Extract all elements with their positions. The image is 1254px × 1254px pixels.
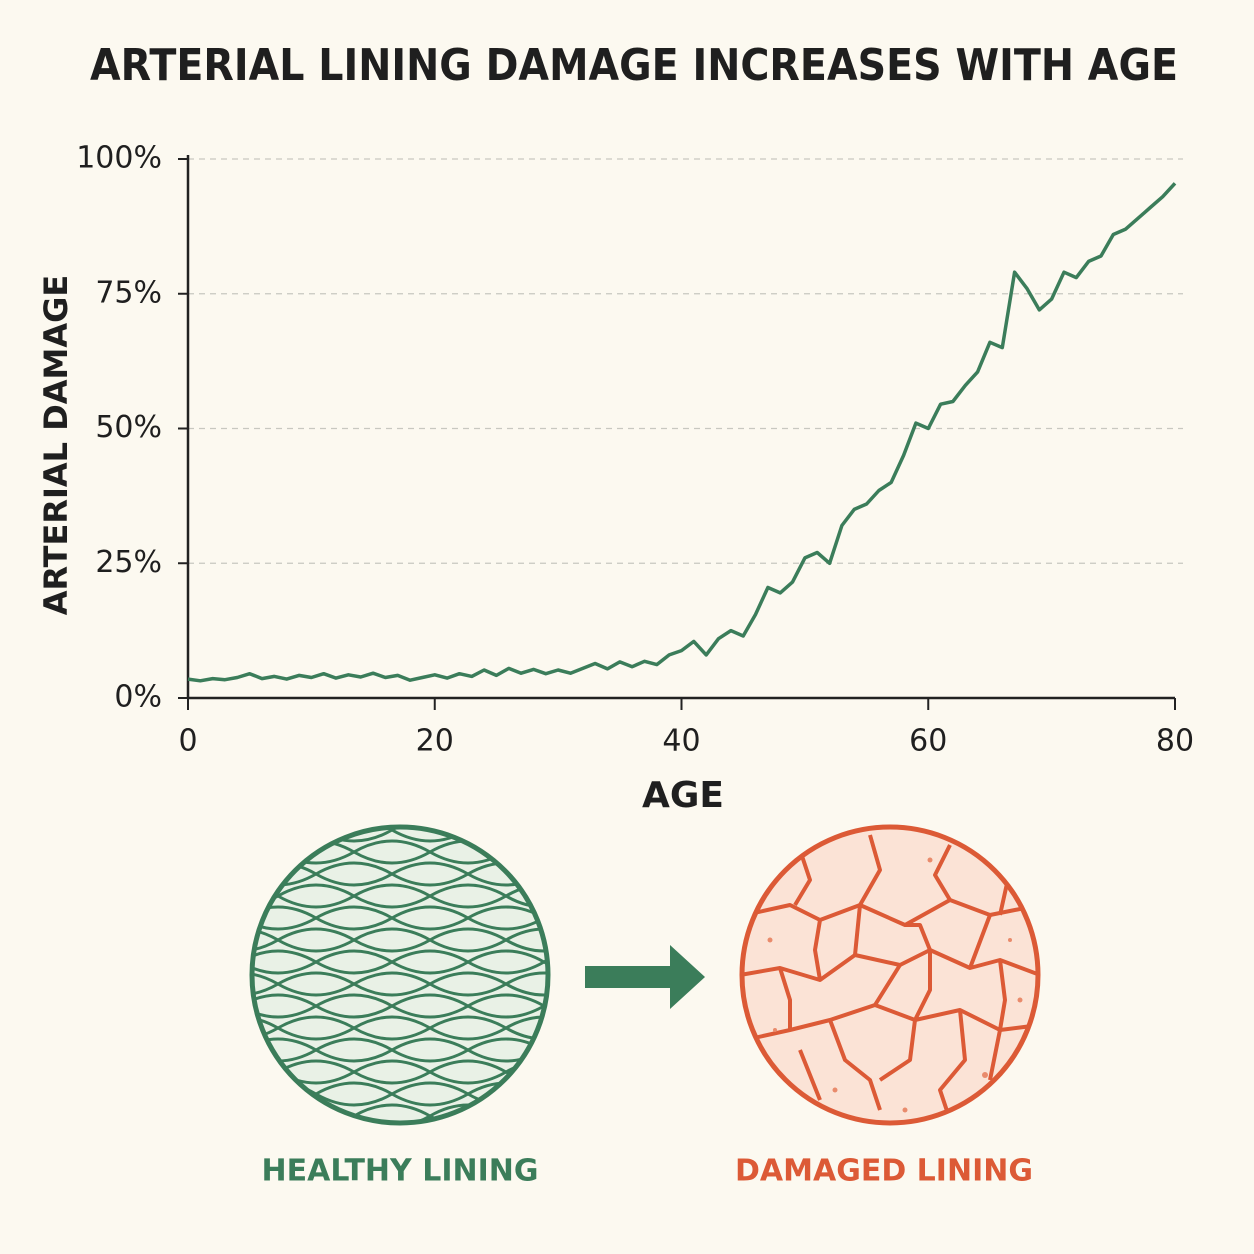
damaged-illustration	[739, 824, 1041, 1126]
x-tick-label: 80	[1156, 724, 1194, 759]
damaged-specks	[767, 857, 1023, 1113]
arrow	[585, 945, 705, 1009]
damaged-circle	[739, 824, 1041, 1126]
cell	[505, 1015, 546, 1041]
y-tick-label: 100%	[76, 141, 162, 176]
cell	[505, 971, 546, 997]
cell	[505, 927, 546, 953]
crack	[793, 834, 1012, 916]
damaged-cracks	[744, 834, 1036, 1121]
data-line	[187, 182, 1177, 683]
y-tick-label: 25%	[95, 545, 162, 580]
healthy-label: HEALTHY LINING	[262, 1154, 539, 1189]
crack	[813, 904, 1007, 1031]
crack	[744, 898, 1036, 927]
crack	[744, 1003, 1036, 1042]
arrow-shaft	[585, 966, 675, 988]
x-tick-label: 0	[178, 724, 197, 759]
chart-title: ARTERIAL LINING DAMAGE INCREASES WITH AG…	[90, 40, 1178, 91]
y-tick-label: 50%	[95, 410, 162, 445]
y-tick-label: 0%	[114, 680, 162, 715]
damaged-label: DAMAGED LINING	[735, 1154, 1033, 1189]
x-tick-label: 40	[662, 724, 700, 759]
x-tick-label: 20	[416, 724, 454, 759]
x-tick-label: 60	[909, 724, 947, 759]
crack	[778, 950, 1002, 1121]
healthy-circle	[249, 824, 551, 1126]
arrow-head	[670, 945, 705, 1009]
y-axis-title: ARTERIAL DAMAGE	[37, 275, 75, 616]
x-axis-title: AGE	[642, 775, 724, 816]
y-tick-label: 75%	[95, 275, 162, 310]
